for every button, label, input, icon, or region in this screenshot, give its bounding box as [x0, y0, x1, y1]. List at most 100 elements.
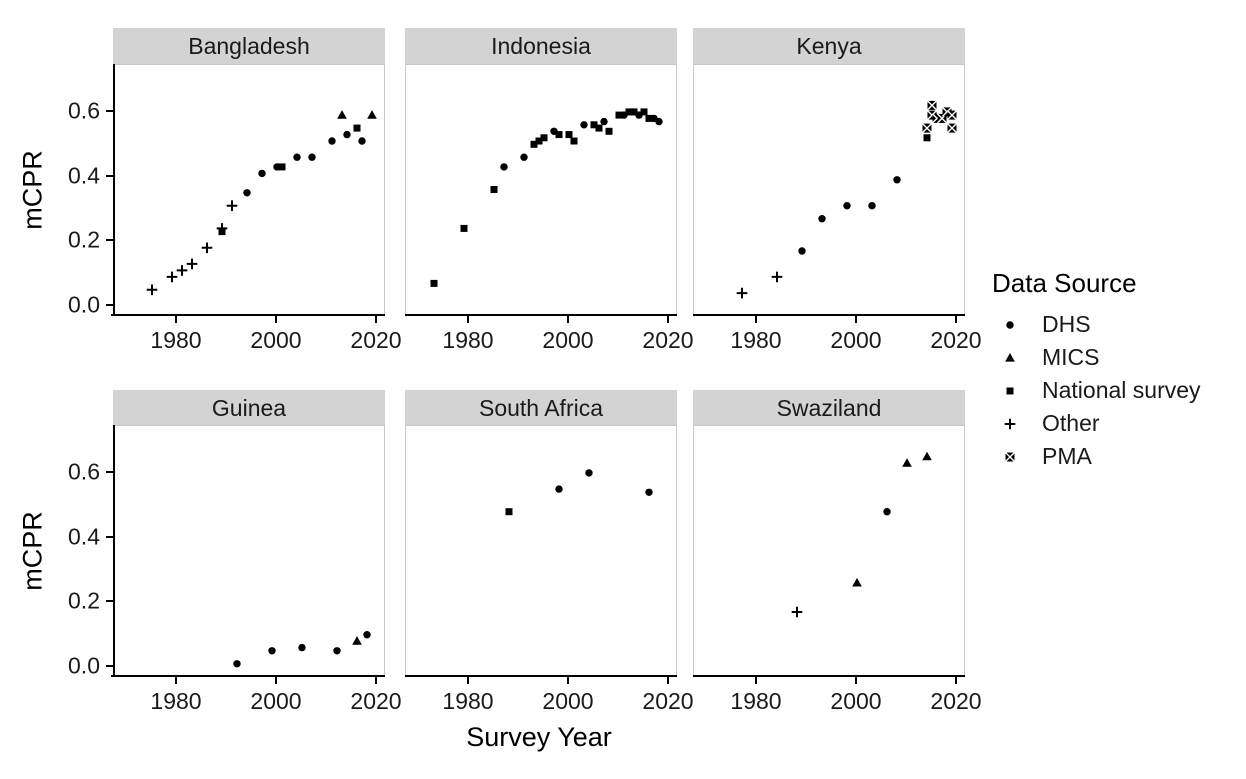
scatter-points — [505, 469, 653, 516]
x-tick — [275, 677, 277, 684]
scatter-points — [791, 451, 932, 618]
y-tick — [106, 304, 113, 306]
x-tick — [467, 677, 469, 684]
data-point-plus — [201, 242, 213, 254]
y-axis-label: mCPR — [17, 150, 48, 230]
data-point-plus — [186, 258, 198, 270]
data-point-circle — [843, 202, 851, 210]
facet-panel — [693, 425, 965, 677]
x-tick-label: 2020 — [350, 327, 402, 353]
data-point-plus — [166, 271, 178, 283]
y-tick-label: 0.2 — [68, 587, 100, 614]
data-point-square — [460, 224, 468, 232]
data-point-circle — [293, 153, 301, 161]
x-tick-label: 2000 — [542, 327, 594, 353]
y-axis-line — [113, 425, 115, 677]
data-point-circle — [585, 469, 593, 477]
circle-icon — [1000, 315, 1020, 335]
x-axis-label: Survey Year — [466, 722, 612, 752]
legend-entry-pma: PMA — [992, 440, 1201, 473]
facet-panel — [113, 64, 385, 316]
x-tick-label: 2000 — [250, 688, 302, 714]
data-point-square — [505, 508, 513, 516]
x-axis-line — [111, 675, 385, 677]
data-point-circle — [233, 660, 241, 668]
x-tick — [375, 316, 377, 323]
data-point-square — [640, 108, 648, 116]
data-point-square — [490, 186, 498, 193]
legend-label: Other — [1042, 410, 1100, 436]
y-tick-label: 0.2 — [68, 226, 100, 253]
data-point-circle — [798, 247, 806, 255]
data-point-square — [530, 140, 538, 148]
y-tick — [106, 109, 113, 112]
data-point-circle — [343, 130, 351, 139]
y-tick — [106, 600, 113, 603]
x-tick-label: 2000 — [542, 688, 594, 714]
legend-label: PMA — [1042, 443, 1092, 469]
x-tick — [755, 316, 757, 323]
facet-strip-swaziland: Swaziland — [693, 390, 965, 426]
y-tick-label: 0.4 — [68, 523, 100, 550]
x-tick-label: 2020 — [930, 688, 982, 714]
x-tick — [175, 316, 177, 323]
x-tick — [667, 316, 669, 323]
data-point-triangle — [852, 577, 862, 587]
y-tick — [106, 535, 113, 538]
x-tick — [667, 677, 669, 684]
data-point-square — [555, 131, 563, 139]
x-tick-label: 2020 — [930, 327, 982, 353]
data-point-plus — [771, 271, 783, 283]
data-point-circle — [268, 647, 276, 655]
x-tick — [567, 316, 569, 323]
data-point-square — [535, 137, 543, 145]
data-point-square — [278, 163, 286, 171]
scatter-points — [146, 110, 377, 296]
data-point-plus — [176, 265, 188, 276]
data-point-circle — [328, 137, 336, 145]
data-point-circle — [333, 647, 341, 655]
scatter-points — [736, 100, 957, 299]
data-point-circle — [243, 189, 251, 197]
data-point-circle — [655, 117, 663, 126]
data-point-square — [630, 108, 638, 116]
data-point-square — [645, 114, 653, 122]
data-point-triangle — [902, 458, 912, 467]
data-point-square — [430, 279, 438, 287]
data-point-square-cross — [927, 100, 937, 111]
x-axis-line — [693, 314, 965, 316]
legend-label: National survey — [1042, 377, 1201, 403]
data-point-circle — [555, 485, 563, 493]
y-tick-label: 0.0 — [68, 291, 100, 318]
facet-panel — [405, 425, 677, 677]
legend-entry-mics: MICS — [992, 341, 1201, 374]
x-tick — [955, 316, 957, 323]
data-point-plus — [791, 606, 803, 618]
x-axis-line — [405, 314, 677, 316]
x-tick-label: 1980 — [442, 688, 494, 714]
y-tick-label: 0.0 — [68, 652, 100, 679]
data-point-circle — [868, 202, 876, 210]
facet-panel — [693, 64, 965, 316]
y-tick — [106, 470, 113, 473]
data-point-circle — [298, 643, 306, 652]
data-point-triangle — [367, 110, 377, 119]
y-tick — [106, 665, 113, 667]
data-point-square — [590, 121, 598, 129]
y-tick — [106, 174, 113, 177]
data-point-circle — [645, 488, 653, 496]
square-cross-icon — [1000, 447, 1020, 467]
legend-title: Data Source — [992, 268, 1137, 298]
data-point-square — [570, 137, 578, 145]
facet-strip-indonesia: Indonesia — [405, 28, 677, 64]
data-point-square — [615, 111, 623, 119]
data-point-plus — [226, 200, 238, 211]
data-point-triangle — [337, 110, 347, 119]
data-point-square — [625, 108, 633, 116]
x-tick-label: 1980 — [730, 688, 782, 714]
y-tick — [106, 239, 113, 242]
legend-entry-dhs: DHS — [992, 308, 1201, 341]
data-point-circle — [500, 163, 508, 171]
data-point-plus — [736, 287, 748, 299]
